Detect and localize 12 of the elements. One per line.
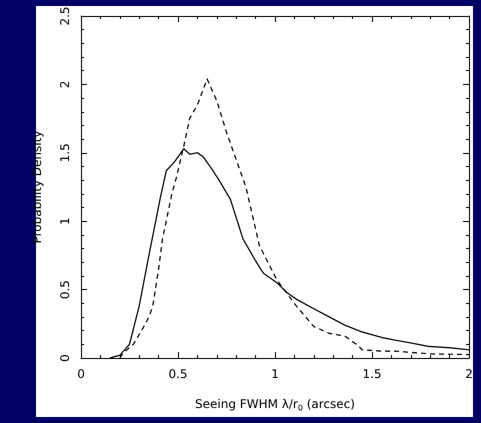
y-tick-label: 2 (58, 80, 72, 88)
x-tick-label: 1.5 (362, 367, 382, 381)
y-tick-label: 1.5 (58, 143, 72, 162)
y-tick-label: 2.5 (58, 6, 72, 26)
y-tick-label: 0.5 (58, 280, 72, 300)
y-tick-label: 0 (58, 354, 72, 362)
x-tick-label: 0.5 (168, 367, 188, 381)
x-tick-label: 2 (465, 367, 473, 381)
x-tick-label: 1 (271, 367, 279, 381)
y-tick-label: 1 (58, 217, 72, 226)
x-tick-label: 0 (77, 367, 85, 381)
y-axis-title: Probability Density (30, 130, 44, 244)
